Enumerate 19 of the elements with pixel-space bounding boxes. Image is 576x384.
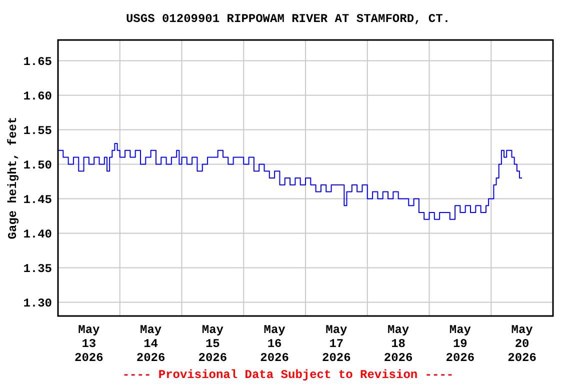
y-tick-label: 1.60 bbox=[23, 89, 52, 104]
y-tick-label: 1.40 bbox=[23, 227, 52, 242]
y-tick-label: 1.45 bbox=[23, 192, 52, 207]
y-tick-label: 1.35 bbox=[23, 262, 52, 276]
x-tick-label: May 16 2026 bbox=[260, 323, 289, 365]
y-tick-label: 1.50 bbox=[23, 158, 52, 172]
y-tick-label: 1.55 bbox=[23, 124, 52, 138]
x-tick-label: May 15 2026 bbox=[198, 323, 228, 365]
x-tick-label: May 14 2026 bbox=[136, 323, 166, 365]
chart-title: USGS 01209901 RIPPOWAM RIVER AT STAMFORD, CT. bbox=[126, 12, 450, 26]
x-tick-label: May 19 2026 bbox=[446, 323, 475, 365]
x-tick-label: May 18 2026 bbox=[384, 323, 413, 365]
y-tick-label: 1.65 bbox=[23, 54, 52, 69]
y-tick-label: 1.30 bbox=[23, 296, 52, 310]
text: ---- Provisional Data Subject to Revision ---- bbox=[122, 368, 454, 382]
x-tick-label: May 13 2026 bbox=[74, 323, 104, 365]
x-tick-label: May 17 2026 bbox=[322, 323, 351, 365]
x-tick-label: May 20 2026 bbox=[508, 323, 536, 365]
y-axis-title: Gage height, feet bbox=[6, 116, 20, 240]
